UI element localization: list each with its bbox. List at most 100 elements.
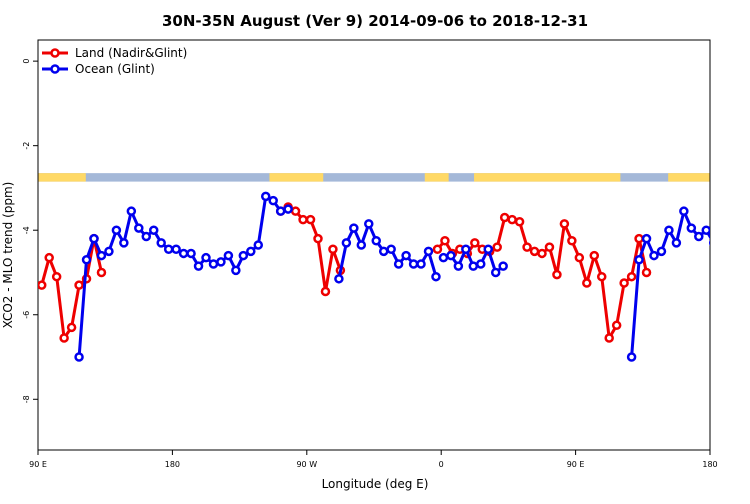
series-3-point-7 [126,206,137,216]
land-span-2 [424,173,449,182]
series-3-point-15 [186,248,196,259]
series-5-point-7 [490,267,501,278]
series-3-point-12 [163,244,174,254]
series-3-point-10 [148,225,159,235]
plot-frame [37,39,711,451]
series-2-point-17 [559,219,570,229]
series-1-point-5 [313,233,323,244]
series-1-point-6 [320,286,331,297]
series-2-point-1 [440,236,450,246]
legend: Land (Nadir&Glint) Ocean (Glint) [42,46,187,76]
series-3-point-22 [238,250,249,261]
series-2-point-28 [641,267,652,278]
x-tick-label-4: 90 E [567,460,585,469]
series-4-point-4 [364,219,374,229]
series-3-point-28 [283,204,293,214]
land-span-1 [269,173,324,182]
series-6-point-3 [649,250,659,261]
y-tick-label-0: 0 [22,59,31,64]
land-span-3 [474,173,621,182]
x-tick-label-3: 0 [439,460,444,469]
land-ocean-strip [38,173,710,182]
series-5-point-0 [438,252,449,263]
series-6-point-1 [634,255,644,265]
series-3 [74,191,293,362]
series-3-point-27 [275,206,286,216]
x-axis-label: Longitude (deg E) [322,477,429,491]
series-5-point-3 [461,244,471,254]
series-3-point-24 [253,240,264,250]
series-3-point-20 [223,250,234,261]
series-0-point-1 [44,252,54,263]
series-2-point-12 [522,242,532,252]
series-2-point-25 [619,278,629,288]
series-0-point-4 [66,322,77,333]
chart-title: 30N-35N August (Ver 9) 2014-09-06 to 201… [162,12,588,30]
series-3-point-5 [111,225,122,235]
y-tick-label-1: -2 [22,142,31,150]
y-tick-label-2: -4 [22,226,31,234]
series-3-point-0 [74,352,84,362]
series-6-point-11 [708,239,710,246]
series-6-point-0 [626,352,637,362]
series-2-point-24 [611,320,622,331]
series-3-point-3 [96,250,107,261]
y-tick-label-4: -8 [22,395,31,403]
series-4-point-0 [334,274,344,284]
series-5-point-1 [446,250,456,261]
series-2-point-11 [514,217,525,227]
land-span-4 [668,173,710,182]
series-5-point-2 [453,261,464,271]
series-0-point-0 [38,280,47,290]
series-3-point-11 [156,238,166,248]
series-3-point-18 [208,259,219,269]
series-2-point-15 [544,242,555,252]
series-5-point-6 [483,244,493,254]
series-6-point-7 [679,206,689,216]
land-span-0 [38,173,86,182]
series-3-point-13 [171,244,181,254]
series-1-point-7 [328,244,338,254]
series-6-point-6 [671,238,682,248]
series-1-point-3 [298,214,308,225]
series-3-point-26 [268,195,278,206]
x-tick-label-0: 90 E [29,460,47,469]
series-2-point-5 [470,238,480,248]
series-2-point-23 [604,333,614,343]
series-5-point-4 [468,261,479,271]
series-0-point-5 [74,280,84,290]
series-3-point-8 [134,223,144,233]
series-2 [432,212,652,343]
series-2-point-27 [634,233,644,244]
series-0-point-3 [59,333,69,343]
y-axis-label: XCO2 - MLO trend (ppm) [1,182,15,329]
series-2-point-8 [492,242,502,252]
series-4-point-7 [386,244,396,254]
series-2-point-9 [499,212,510,223]
series-line-2 [436,216,648,340]
series-3-point-14 [178,248,189,259]
series-3-point-2 [89,233,99,244]
series-0-point-2 [51,271,62,282]
series-4-point-3 [356,240,367,250]
series-0-point-8 [96,267,107,278]
series-4-point-9 [401,250,411,261]
series-3-point-19 [216,257,226,267]
series-5-point-5 [476,259,486,269]
series-6-point-10 [701,225,710,235]
series-1 [275,202,346,297]
legend-marker-1 [50,64,60,74]
series-3-point-16 [193,261,204,271]
series-6-point-4 [656,246,667,257]
legend-marker-0 [50,48,60,58]
series-2-point-16 [552,269,562,280]
series-2-point-19 [574,252,585,263]
series-2-point-10 [507,214,517,225]
series-3-point-9 [141,231,152,242]
series-4-point-1 [341,238,352,248]
series-4-point-2 [349,223,359,233]
series-line-3 [77,194,289,358]
series-4-point-5 [371,236,381,246]
